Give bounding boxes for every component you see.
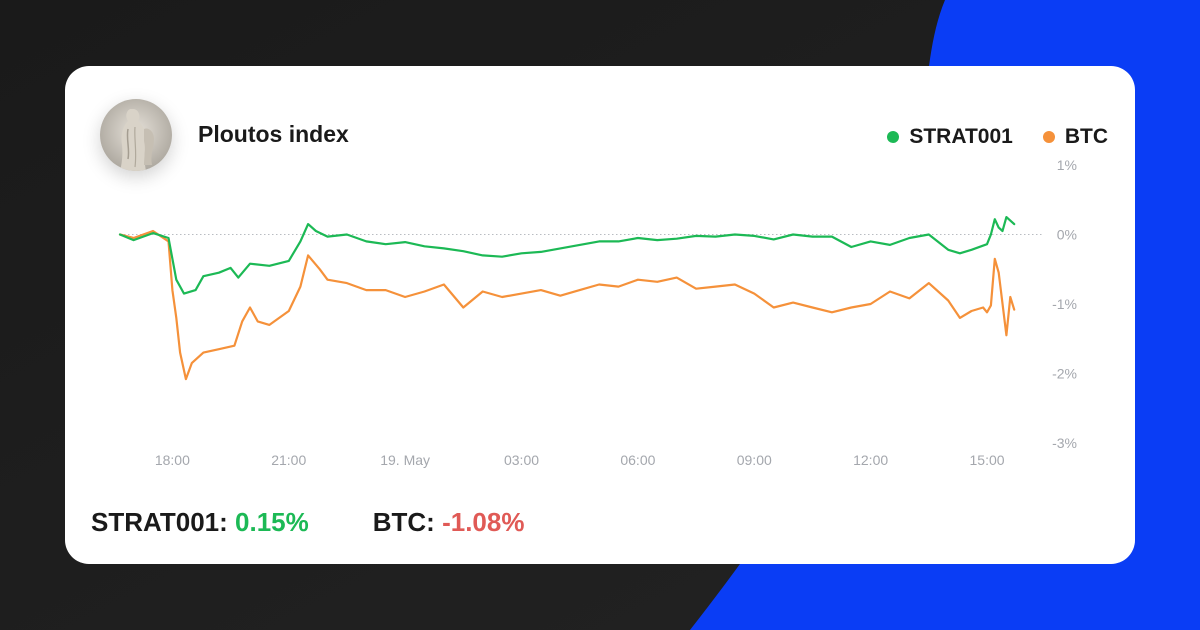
line-chart: 1% 0% -1% -2% -3% 18:00 21:00 19. May 03:00 06:00… [118, 157, 1077, 468]
summary-strat001: STRAT001: 0.15% [91, 507, 309, 538]
statue-avatar-icon [100, 99, 172, 171]
summary-strat001-label: STRAT001: [91, 507, 228, 537]
summary-btc-value: -1.08% [442, 507, 525, 537]
legend-item-btc: BTC [1042, 125, 1108, 149]
legend-item-strat001: STRAT001 [887, 125, 1013, 149]
summary-bar: STRAT001: 0.15% BTC: -1.08% [91, 507, 588, 538]
y-tick-label: -1% [1052, 296, 1077, 312]
x-tick-label: 09:00 [737, 452, 772, 468]
x-tick-label: 03:00 [504, 452, 539, 468]
summary-btc-label: BTC: [372, 507, 435, 537]
y-tick-label: 1% [1057, 157, 1077, 173]
legend-dot-btc [1042, 131, 1055, 143]
x-tick-label: 12:00 [853, 452, 888, 468]
chart-title: Ploutos index [198, 121, 349, 147]
summary-btc: BTC: -1.08% [373, 507, 525, 538]
y-tick-label: 0% [1057, 227, 1077, 243]
series-line-btc [118, 229, 1016, 381]
x-tick-label: 18:00 [155, 452, 190, 468]
chart-card: Ploutos index STRAT001 BTC 1% 0% -1% -2% -3%… [65, 66, 1135, 564]
summary-strat001-value: 0.15% [235, 507, 309, 537]
legend-label-btc: BTC [1064, 125, 1108, 148]
series-line-strat001 [118, 216, 1016, 295]
x-tick-label: 21:00 [271, 452, 306, 468]
legend-label-strat001: STRAT001 [909, 125, 1013, 148]
legend-dot-strat001 [887, 131, 900, 143]
x-tick-label: 19. May [380, 452, 430, 468]
chart-legend: STRAT001 BTC [857, 125, 1108, 149]
x-tick-label: 15:00 [970, 452, 1005, 468]
x-tick-label: 06:00 [620, 452, 655, 468]
y-tick-label: -3% [1052, 435, 1077, 451]
y-tick-label: -2% [1052, 366, 1077, 382]
